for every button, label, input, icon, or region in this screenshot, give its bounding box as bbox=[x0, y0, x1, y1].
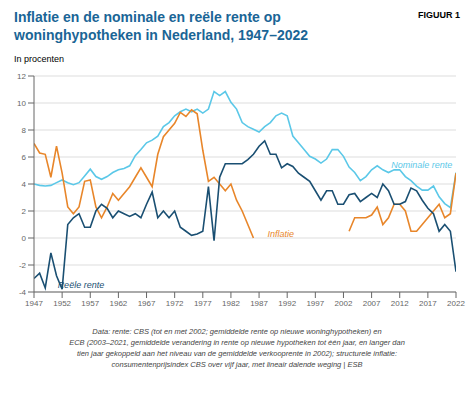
svg-text:-4: -4 bbox=[19, 288, 27, 297]
svg-text:2017: 2017 bbox=[419, 299, 437, 308]
svg-text:0: 0 bbox=[22, 234, 27, 243]
html-text:FIGUUR 1: FIGUUR 1 bbox=[418, 10, 460, 20]
svg-text:1987: 1987 bbox=[250, 299, 268, 308]
svg-text:Nominale rente: Nominale rente bbox=[391, 160, 452, 170]
svg-text:1967: 1967 bbox=[138, 299, 156, 308]
svg-text:1947: 1947 bbox=[25, 299, 43, 308]
svg-text:1997: 1997 bbox=[306, 299, 324, 308]
svg-text:2007: 2007 bbox=[363, 299, 381, 308]
svg-text:1962: 1962 bbox=[110, 299, 128, 308]
svg-text:1992: 1992 bbox=[278, 299, 296, 308]
svg-text:6: 6 bbox=[22, 153, 27, 162]
svg-text:1972: 1972 bbox=[166, 299, 184, 308]
svg-text:Reële rente: Reële rente bbox=[58, 280, 105, 290]
html-text:tien jaar gekoppeld aan het ni: tien jaar gekoppeld aan het niveau van d… bbox=[76, 349, 398, 358]
html-text:ECB (2003–2021, gemiddelde ver: ECB (2003–2021, gemiddelde verandering i… bbox=[69, 338, 405, 347]
svg-text:2: 2 bbox=[22, 207, 27, 216]
html-text:In procenten: In procenten bbox=[14, 54, 64, 64]
svg-text:1982: 1982 bbox=[222, 299, 240, 308]
svg-text:12: 12 bbox=[17, 72, 26, 81]
html-text:Data: rente: CBS (tot en met 2: Data: rente: CBS (tot en met 2002; gemid… bbox=[92, 327, 382, 336]
svg-text:1957: 1957 bbox=[81, 299, 99, 308]
svg-text:2022: 2022 bbox=[447, 299, 465, 308]
svg-text:Inflatie: Inflatie bbox=[268, 229, 295, 239]
html-text:consumentenprijsindex CBS over: consumentenprijsindex CBS over vijf jaar… bbox=[111, 360, 363, 369]
svg-text:2002: 2002 bbox=[335, 299, 353, 308]
svg-text:1977: 1977 bbox=[194, 299, 212, 308]
svg-text:-2: -2 bbox=[19, 261, 27, 270]
html-text:Inflatie en de nominale en reë: Inflatie en de nominale en reële rente o… bbox=[14, 9, 281, 25]
svg-text:10: 10 bbox=[17, 99, 26, 108]
svg-text:2012: 2012 bbox=[391, 299, 409, 308]
html-text:woninghypotheken in Nederland,: woninghypotheken in Nederland, 1947–2022 bbox=[14, 27, 309, 43]
svg-text:4: 4 bbox=[22, 180, 27, 189]
svg-text:8: 8 bbox=[22, 126, 27, 135]
svg-text:1952: 1952 bbox=[53, 299, 71, 308]
